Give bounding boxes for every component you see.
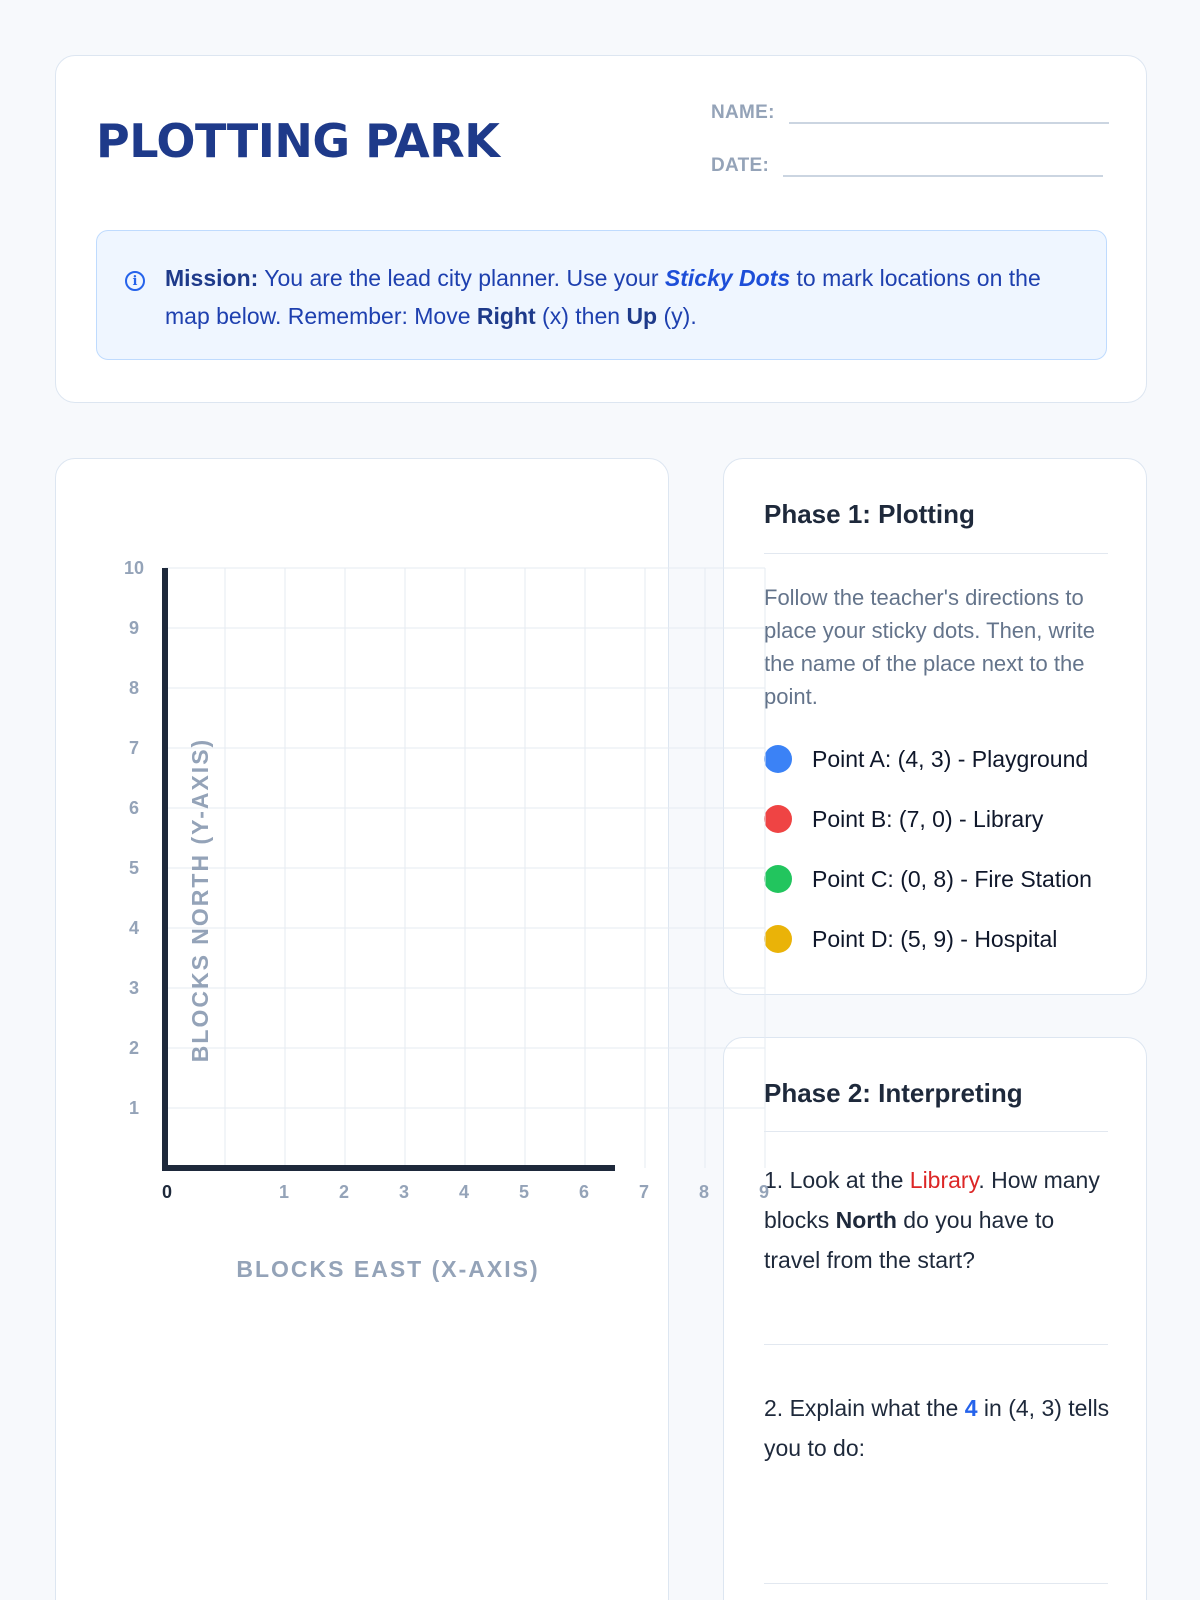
page-title: PLOTTING PARK (96, 114, 500, 168)
sticky-dots-term: Sticky Dots (664, 265, 791, 291)
mission-text-1: You are the lead city planner. Use your (258, 265, 665, 291)
point-b-item: Point B: (7, 0) - Library (764, 805, 1043, 833)
q1-answer-line[interactable] (764, 1344, 1108, 1345)
point-d-item: Point D: (5, 9) - Hospital (764, 925, 1057, 953)
q1-post: do you have to travel from the start? (764, 1207, 1055, 1273)
graph-card (55, 458, 669, 1600)
mission-text-4: (y). (657, 303, 697, 329)
yellow-dot-icon (764, 925, 792, 953)
red-dot-icon (764, 805, 792, 833)
point-c-label: Point C: (0, 8) - Fire Station (812, 865, 1092, 892)
q1-pre: 1. Look at the (764, 1167, 910, 1193)
q2-answer-line[interactable] (764, 1583, 1108, 1584)
name-input-line[interactable] (788, 100, 1109, 124)
question-1: 1. Look at the Library. How many blocks … (764, 1160, 1114, 1280)
q1-mid: . How many blocks (764, 1167, 1100, 1233)
q2-pre: 2. Explain what the (764, 1395, 965, 1421)
date-input-line[interactable] (783, 153, 1104, 177)
mission-text-3: (x) then (535, 303, 627, 329)
mission-text: Mission: You are the lead city planner. … (165, 259, 1065, 335)
phase2-title: Phase 2: Interpreting (764, 1078, 1023, 1108)
question-2: 2. Explain what the 4 in (4, 3) tells yo… (764, 1388, 1114, 1468)
date-field: DATE: (711, 153, 1104, 177)
point-c-item: Point C: (0, 8) - Fire Station (764, 865, 1092, 893)
header-card: PLOTTING PARK NAME: DATE: i Mission: You… (55, 55, 1147, 403)
mission-text-2: to mark locations on the map below. Reme… (165, 265, 1041, 329)
green-dot-icon (764, 865, 792, 893)
name-label: NAME: (711, 102, 775, 123)
x-tick-label: 8 (699, 1182, 709, 1202)
name-field: NAME: (711, 100, 1109, 124)
point-d-label: Point D: (5, 9) - Hospital (812, 925, 1058, 952)
point-a-label: Point A: (4, 3) - Playground (812, 745, 1089, 772)
mission-lead: Mission: (165, 265, 259, 291)
point-b-label: Point B: (7, 0) - Library (812, 805, 1044, 832)
phase1-title: Phase 1: Plotting (764, 499, 975, 529)
q2-post: in (4, 3) tells you to do: (764, 1395, 1110, 1461)
date-label: DATE: (711, 155, 770, 176)
phase2-card: Phase 2: Interpreting 1. Look at the Lib… (723, 1037, 1147, 1600)
blue-dot-icon (764, 745, 792, 773)
q2-number: 4 (964, 1395, 978, 1421)
right-term: Right (476, 303, 536, 329)
mission-callout: i Mission: You are the lead city planner… (96, 230, 1107, 360)
phase1-card: Phase 1: Plotting Follow the teacher's d… (723, 458, 1147, 995)
phase1-instructions: Follow the teacher's directions to place… (764, 585, 1095, 709)
q1-direction: North (835, 1207, 897, 1233)
point-a-item: Point A: (4, 3) - Playground (764, 745, 1088, 773)
q1-place: Library (909, 1167, 979, 1193)
up-term: Up (626, 303, 658, 329)
phase2-divider (764, 1131, 1108, 1132)
info-icon: i (125, 271, 145, 291)
phase1-divider (764, 553, 1108, 554)
